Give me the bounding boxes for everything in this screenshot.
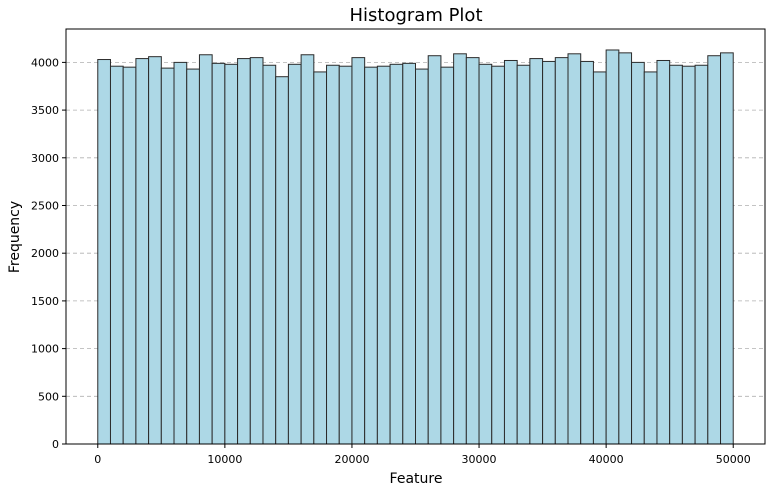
histogram-bar (313, 71, 328, 445)
x-tick-label: 50000 (716, 453, 751, 466)
histogram-bar (529, 58, 544, 445)
histogram-bar (656, 59, 671, 445)
y-tick-label: 500 (38, 390, 59, 403)
histogram-bar (643, 71, 658, 445)
histogram-bar (631, 61, 645, 445)
y-axis-ticks: 0 500 1000 1500 2000 2500 3000 3500 4000 (31, 56, 66, 451)
histogram-bar (465, 57, 480, 445)
histogram-bar (173, 61, 188, 445)
histogram-bar (249, 57, 264, 445)
y-tick-label: 1000 (31, 343, 59, 356)
histogram-bar (376, 65, 391, 445)
histogram-bar (567, 53, 582, 445)
y-tick-label: 3000 (31, 152, 59, 165)
y-tick-label: 1500 (31, 295, 59, 308)
x-tick-label: 30000 (462, 453, 497, 466)
y-tick-label: 0 (52, 438, 59, 451)
histogram-bar (580, 60, 594, 445)
histogram-bar (364, 66, 378, 445)
histogram-bar (415, 68, 429, 445)
histogram-bar (554, 57, 569, 445)
histogram-bar (148, 56, 162, 445)
plot-frame (65, 28, 766, 445)
x-tick-label: 0 (94, 453, 101, 466)
histogram-bar (97, 59, 111, 445)
histogram-bar (237, 58, 251, 445)
x-axis-label: Feature (390, 471, 443, 487)
x-tick-label: 40000 (589, 453, 624, 466)
histogram-bar (275, 76, 289, 445)
histogram-bar (287, 63, 302, 445)
histogram-bar (669, 64, 683, 445)
histogram-bar (122, 66, 137, 445)
y-tick-label: 4000 (31, 56, 59, 69)
histogram-bar (427, 55, 442, 445)
histogram-bar (338, 65, 353, 445)
y-tick-label: 3500 (31, 104, 59, 117)
histogram-bar (198, 54, 213, 445)
histogram-bar (300, 54, 315, 445)
y-axis-label: Frequency (7, 201, 23, 273)
histogram-bar (707, 55, 722, 445)
x-axis-ticks: 0 10000 20000 30000 40000 50000 (94, 444, 751, 466)
y-tick-label: 2000 (31, 247, 59, 260)
x-tick-label: 10000 (207, 453, 242, 466)
histogram-bar (681, 65, 696, 445)
histogram-bar (351, 57, 366, 445)
histogram-bar (720, 52, 734, 445)
histogram-bar (618, 52, 633, 445)
histogram-bar (211, 62, 226, 445)
histogram-bar (326, 64, 340, 445)
histogram-bar (160, 67, 175, 445)
histogram-bar (516, 64, 531, 445)
histogram-bar (440, 66, 455, 445)
histogram-bar (224, 63, 239, 445)
chart-title: Histogram Plot (349, 5, 482, 26)
histogram-bar (592, 71, 607, 445)
histogram-bar (135, 58, 150, 445)
histogram-bar (605, 49, 620, 445)
histogram-bar (186, 68, 200, 445)
histogram-bar (694, 64, 709, 445)
histogram-bar (109, 65, 124, 445)
histogram-bar (478, 63, 493, 445)
bars (97, 49, 734, 445)
histogram-bar (503, 59, 518, 445)
histogram-bar (542, 60, 556, 445)
y-tick-label: 2500 (31, 199, 59, 212)
histogram-bar (402, 62, 417, 445)
histogram-bar (453, 53, 467, 445)
histogram-bar (262, 64, 277, 445)
histogram-bar (491, 65, 505, 445)
histogram-bar (389, 63, 404, 445)
x-tick-label: 20000 (334, 453, 369, 466)
